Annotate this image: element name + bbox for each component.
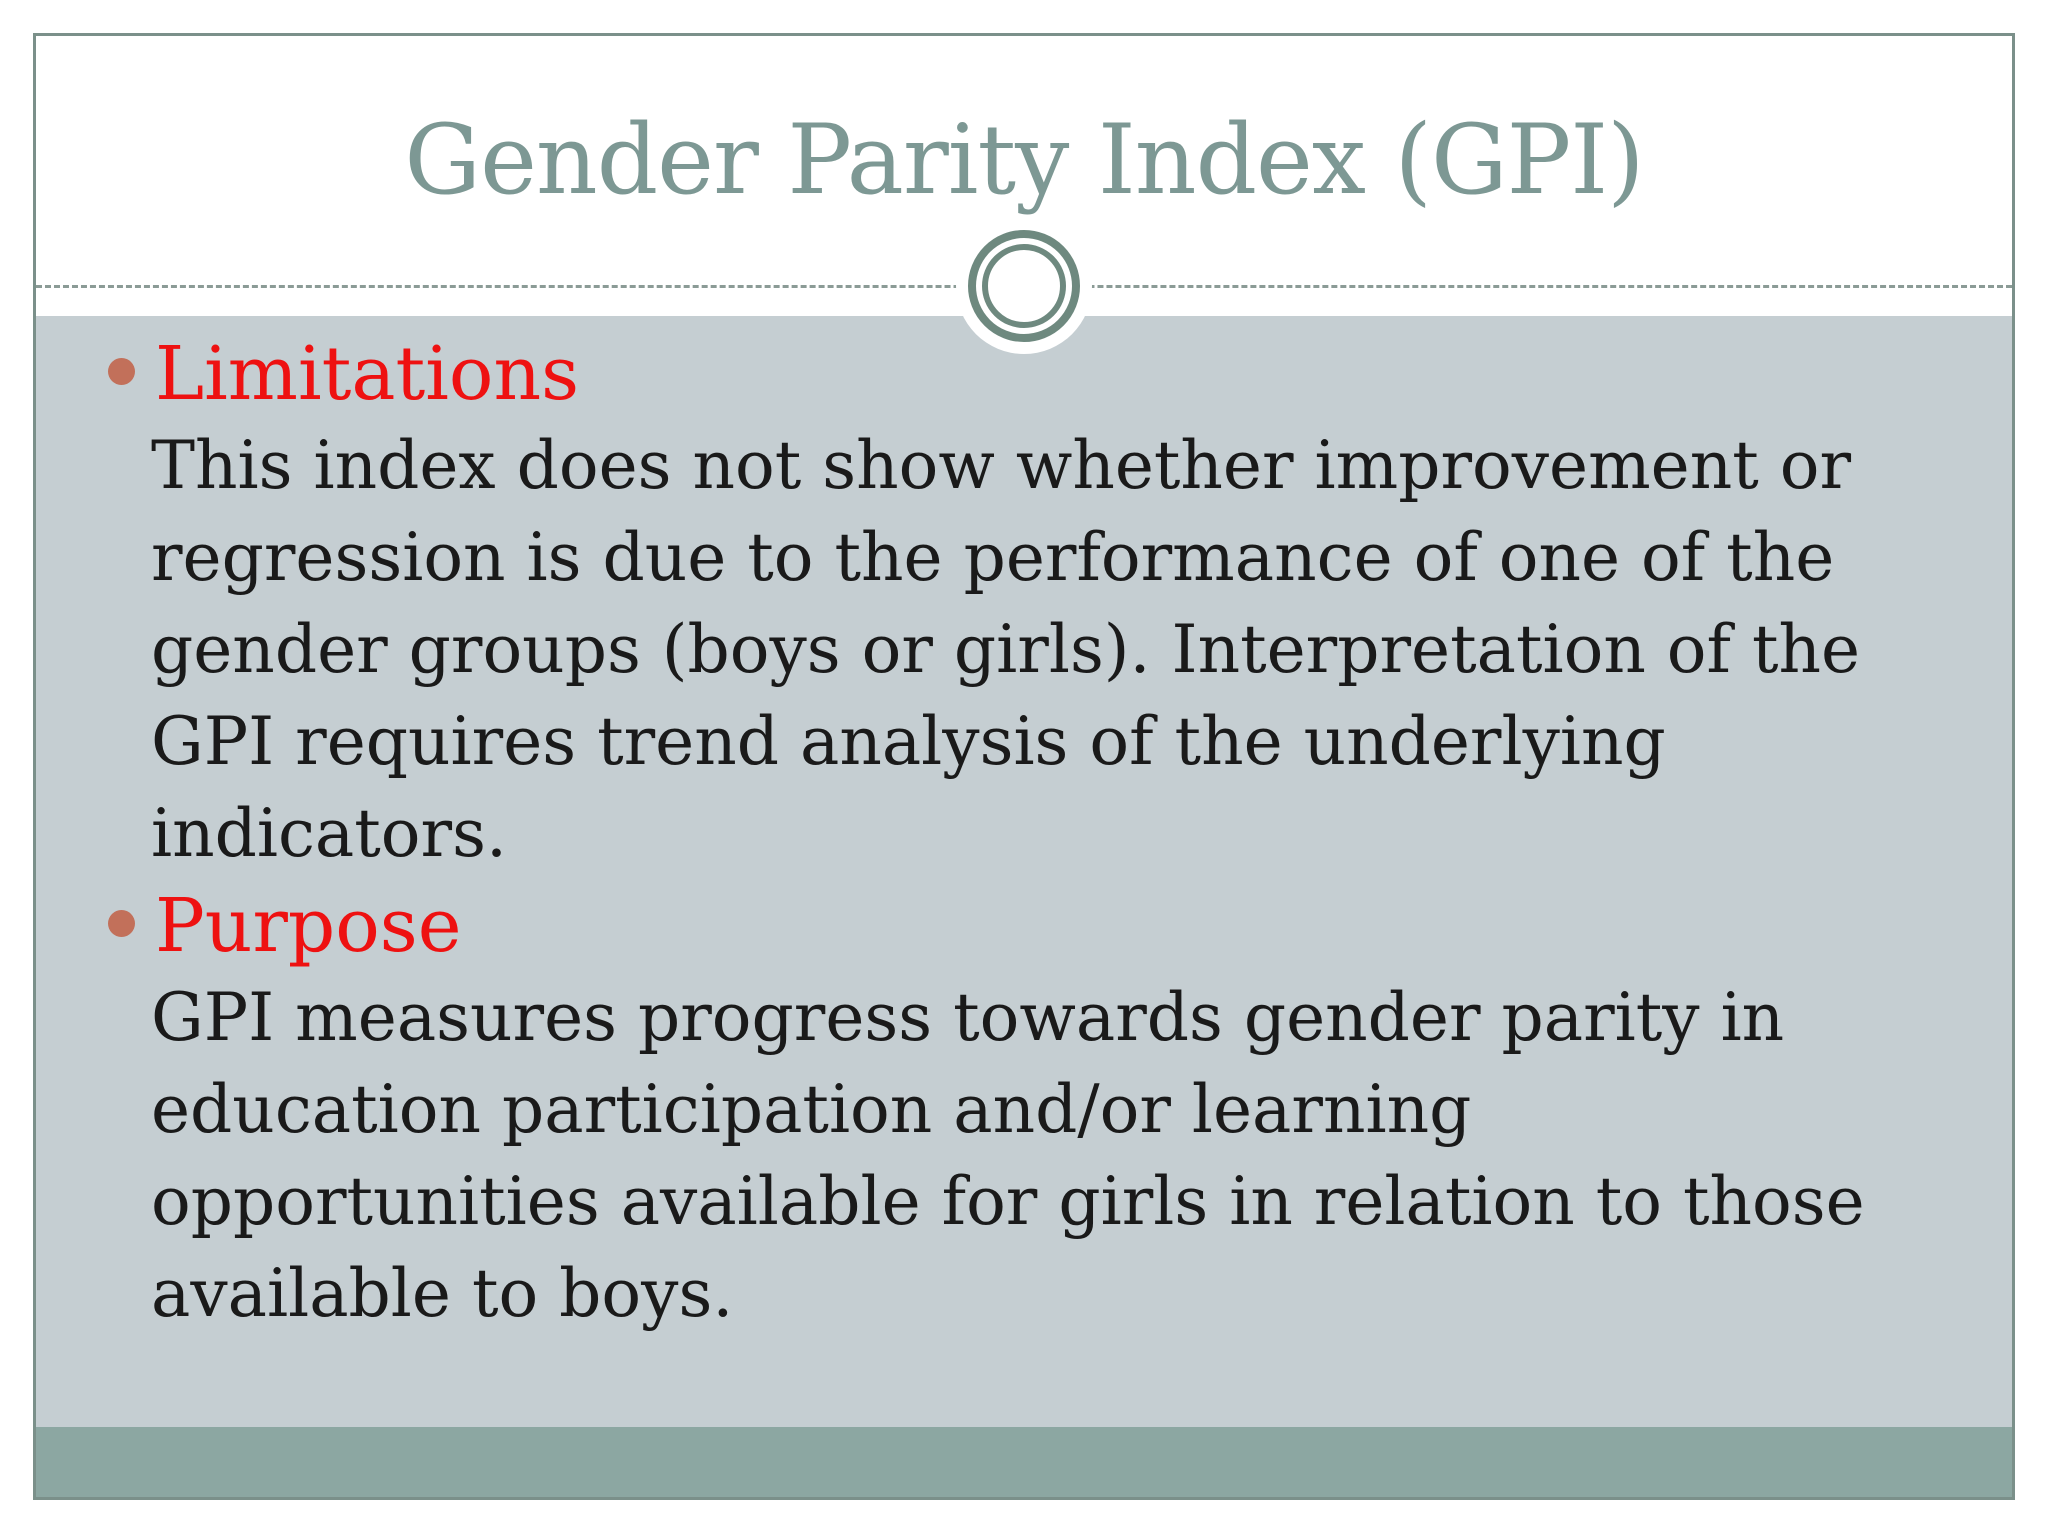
bullet-heading-label: Purpose <box>155 883 462 969</box>
slide-content: Limitations This index does not show whe… <box>108 328 1988 1340</box>
bullet-heading-label: Limitations <box>155 331 580 417</box>
bullet-paragraph-purpose: GPI measures progress towards gender par… <box>151 979 1865 1332</box>
circle-ornament-outer-ring-icon <box>968 230 1080 342</box>
slide-footer-bar <box>36 1427 2012 1497</box>
bullet-paragraph-limitations: This index does not show whether improve… <box>151 427 1861 872</box>
bullet-dot-icon <box>108 358 135 385</box>
bullet-dot-icon <box>108 910 135 937</box>
bullet-section-purpose: Purpose GPI measures progress towards ge… <box>108 880 1988 1340</box>
slide: Gender Parity Index (GPI) Limitations Th… <box>33 33 2015 1500</box>
circle-ornament-inner-ring-icon <box>982 244 1066 328</box>
slide-title: Gender Parity Index (GPI) <box>404 104 1644 216</box>
slide-body-panel <box>36 316 2012 1433</box>
bullet-heading-purpose: Purpose <box>108 880 1988 972</box>
bullet-heading-limitations: Limitations <box>108 328 1988 420</box>
bullet-section-limitations: Limitations This index does not show whe… <box>108 328 1988 880</box>
